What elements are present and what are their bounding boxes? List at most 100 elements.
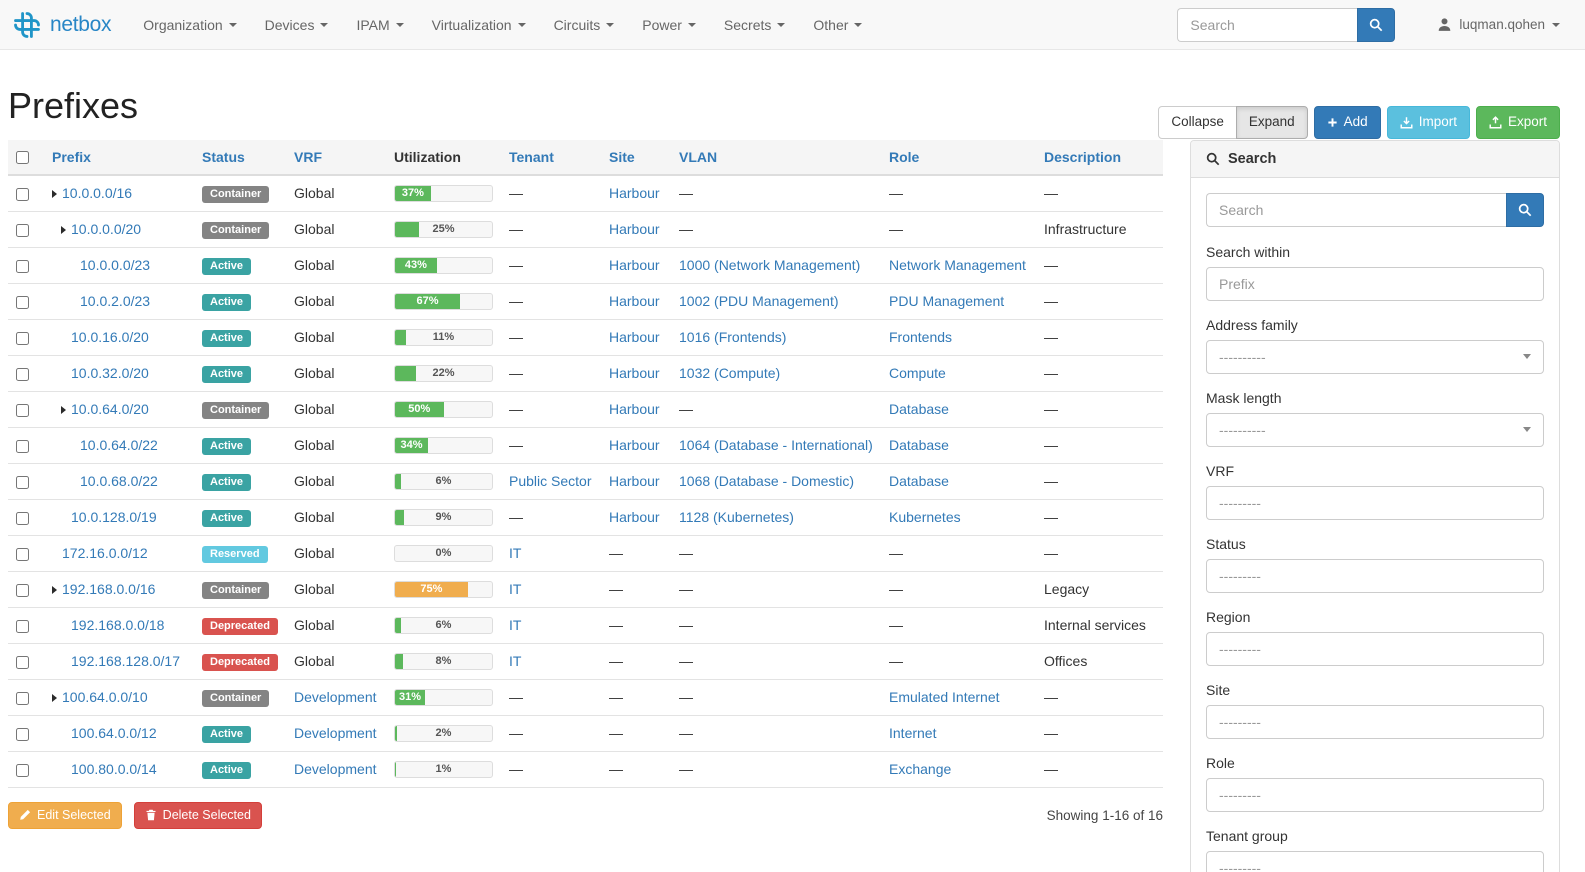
column-header[interactable]: Site (601, 139, 671, 176)
row-checkbox[interactable] (16, 655, 29, 669)
expand-arrow-icon[interactable] (52, 190, 57, 199)
role-link[interactable]: Emulated Internet (889, 689, 1000, 706)
row-checkbox[interactable] (16, 763, 29, 777)
prefix-link[interactable]: 192.168.0.0/18 (71, 617, 165, 634)
prefix-link[interactable]: 10.0.64.0/20 (71, 401, 149, 418)
netbox-logo[interactable]: netbox (12, 10, 112, 40)
nav-menu-item[interactable]: Secrets (710, 0, 799, 50)
row-checkbox[interactable] (16, 295, 29, 309)
row-checkbox[interactable] (16, 511, 29, 525)
role-link[interactable]: Kubernetes (889, 509, 961, 526)
row-checkbox[interactable] (16, 547, 29, 561)
row-checkbox[interactable] (16, 403, 29, 417)
row-checkbox[interactable] (16, 475, 29, 489)
nav-menu-item[interactable]: Power (628, 0, 710, 50)
column-header[interactable]: Utilization (386, 139, 501, 176)
row-checkbox[interactable] (16, 691, 29, 705)
nav-menu-item[interactable]: Organization (129, 0, 250, 50)
prefix-link[interactable]: 10.0.68.0/22 (80, 473, 158, 490)
vlan-link[interactable]: 1016 (Frontends) (679, 329, 787, 346)
prefix-link[interactable]: 10.0.32.0/20 (71, 365, 149, 382)
filter-field-input[interactable] (1206, 266, 1544, 301)
prefix-link[interactable]: 10.0.128.0/19 (71, 509, 157, 526)
nav-menu-item[interactable]: Other (799, 0, 876, 50)
role-link[interactable]: PDU Management (889, 293, 1005, 310)
export-button[interactable]: Export (1475, 106, 1560, 139)
site-link[interactable]: Harbour (609, 401, 660, 418)
navbar-search-input[interactable] (1177, 7, 1358, 42)
column-header[interactable]: Description (1036, 139, 1163, 176)
role-link[interactable]: Database (889, 437, 949, 454)
prefix-link[interactable]: 10.0.2.0/23 (80, 293, 151, 310)
filter-field-select[interactable]: --------- (1206, 631, 1544, 666)
role-link[interactable]: Frontends (889, 329, 953, 346)
filter-field-select[interactable]: --------- (1206, 704, 1544, 739)
tenant-link[interactable]: IT (509, 545, 522, 562)
tenant-link[interactable]: IT (509, 581, 522, 598)
expand-arrow-icon[interactable] (61, 406, 66, 415)
tenant-link[interactable]: IT (509, 617, 522, 634)
prefix-link[interactable]: 192.168.128.0/17 (71, 653, 180, 670)
role-link[interactable]: Internet (889, 725, 937, 742)
site-link[interactable]: Harbour (609, 437, 660, 454)
prefix-link[interactable]: 192.168.0.0/16 (62, 581, 156, 598)
row-checkbox[interactable] (16, 619, 29, 633)
site-link[interactable]: Harbour (609, 329, 660, 346)
role-link[interactable]: Network Management (889, 257, 1026, 274)
nav-menu-item[interactable]: Circuits (540, 0, 629, 50)
vlan-link[interactable]: 1064 (Database - International) (679, 437, 873, 454)
prefix-link[interactable]: 10.0.0.0/23 (80, 257, 151, 274)
filter-field-select[interactable]: --------- (1206, 558, 1544, 593)
prefix-link[interactable]: 100.80.0.0/14 (71, 761, 157, 778)
row-checkbox[interactable] (16, 187, 29, 201)
delete-selected-button[interactable]: Delete Selected (133, 801, 262, 830)
add-button[interactable]: Add (1313, 106, 1381, 139)
collapse-button[interactable]: Collapse (1158, 106, 1237, 139)
column-header[interactable]: VRF (286, 139, 386, 176)
prefix-link[interactable]: 10.0.0.0/20 (71, 221, 142, 238)
nav-menu-item[interactable]: Devices (251, 0, 343, 50)
prefix-link[interactable]: 100.64.0.0/12 (71, 725, 157, 742)
expand-button[interactable]: Expand (1235, 106, 1308, 139)
filter-field-select[interactable]: --------- (1206, 850, 1544, 872)
navbar-search-button[interactable] (1357, 7, 1396, 42)
row-checkbox[interactable] (16, 439, 29, 453)
prefix-link[interactable]: 172.16.0.0/12 (62, 545, 148, 562)
column-header[interactable]: VLAN (671, 139, 881, 176)
column-header[interactable]: Role (881, 139, 1036, 176)
user-menu[interactable]: luqman.qohen (1437, 17, 1560, 32)
sidebar-search-input[interactable] (1206, 192, 1506, 227)
edit-selected-button[interactable]: Edit Selected (8, 801, 122, 830)
row-checkbox[interactable] (16, 223, 29, 237)
prefix-link[interactable]: 10.0.64.0/22 (80, 437, 158, 454)
row-checkbox[interactable] (16, 331, 29, 345)
site-link[interactable]: Harbour (609, 185, 660, 202)
row-checkbox[interactable] (16, 259, 29, 273)
column-header[interactable]: Status (194, 139, 286, 176)
role-link[interactable]: Compute (889, 365, 946, 382)
tenant-link[interactable]: IT (509, 653, 522, 670)
site-link[interactable]: Harbour (609, 293, 660, 310)
vrf-link[interactable]: Development (294, 689, 377, 706)
role-link[interactable]: Exchange (889, 761, 952, 778)
import-button[interactable]: Import (1386, 106, 1470, 139)
vlan-link[interactable]: 1032 (Compute) (679, 365, 781, 382)
nav-menu-item[interactable]: Virtualization (418, 0, 540, 50)
vrf-link[interactable]: Development (294, 761, 377, 778)
tenant-link[interactable]: Public Sector (509, 473, 592, 490)
site-link[interactable]: Harbour (609, 221, 660, 238)
filter-field-select[interactable]: ---------- (1206, 412, 1544, 447)
role-link[interactable]: Database (889, 401, 949, 418)
filter-field-select[interactable]: --------- (1206, 777, 1544, 812)
vrf-link[interactable]: Development (294, 725, 377, 742)
site-link[interactable]: Harbour (609, 509, 660, 526)
prefix-link[interactable]: 10.0.16.0/20 (71, 329, 149, 346)
vlan-link[interactable]: 1128 (Kubernetes) (679, 509, 794, 526)
filter-field-select[interactable]: ---------- (1206, 339, 1544, 374)
expand-arrow-icon[interactable] (52, 694, 57, 703)
vlan-link[interactable]: 1068 (Database - Domestic) (679, 473, 855, 490)
sidebar-search-button[interactable] (1506, 192, 1544, 227)
expand-arrow-icon[interactable] (61, 226, 66, 235)
row-checkbox[interactable] (16, 367, 29, 381)
site-link[interactable]: Harbour (609, 257, 660, 274)
